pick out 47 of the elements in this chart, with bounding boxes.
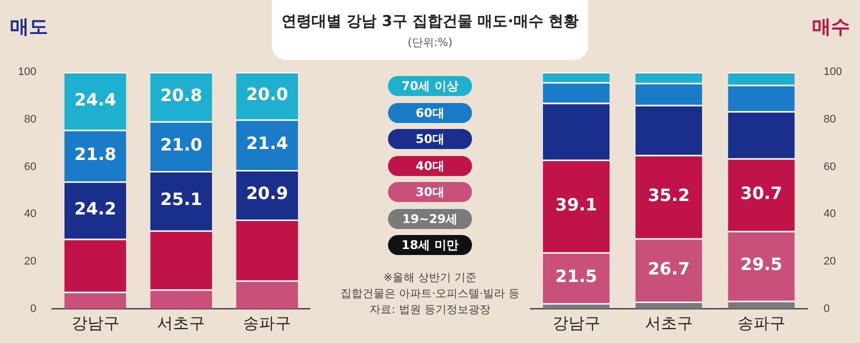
chart-title: 매도: [10, 15, 48, 40]
legend-label: 50대: [416, 132, 444, 146]
y-tick-label: 60: [24, 160, 36, 173]
x-tick-label: 강남구: [71, 314, 120, 333]
data-label: 20.8: [160, 86, 202, 106]
y-tick-label: 0: [824, 302, 830, 315]
text: 집합건물은 아파트·오피스텔·빌라 등: [340, 286, 520, 302]
x-tick-label: 송파구: [243, 314, 292, 333]
data-label: 21.4: [246, 134, 288, 154]
y-tick-label: 20: [824, 255, 836, 268]
legend-label: 18세 미만: [402, 238, 458, 252]
data-label: 29.5: [740, 255, 782, 276]
legend-label: 30대: [416, 185, 444, 199]
data-label: 24.4: [74, 90, 116, 110]
y-tick-label: 0: [30, 302, 36, 315]
text: (단위:%): [406, 35, 454, 50]
x-tick-label: 서초구: [644, 314, 693, 333]
y-tick-label: 40: [24, 208, 36, 220]
data-label: 35.2: [648, 186, 690, 206]
data-label: 24.2: [74, 199, 116, 220]
legend-label: 70세 이상: [402, 79, 458, 93]
y-tick-label: 20: [24, 255, 36, 268]
data-label: 30.7: [740, 184, 782, 204]
y-tick-label: 80: [24, 113, 36, 126]
x-tick-label: 강남구: [552, 314, 600, 333]
x-tick-label: 송파구: [737, 314, 786, 333]
text: 연령대별 강남 3구 집합건물 매도·매수 현황: [280, 12, 580, 31]
text: 자료: 법원 등기정보광장: [368, 302, 492, 318]
data-label: 20.9: [246, 184, 288, 204]
legend-label: 60대: [416, 106, 444, 120]
y-tick-label: 40: [824, 208, 836, 220]
legend-label: 40대: [416, 158, 444, 172]
y-tick-label: 100: [824, 66, 842, 78]
text: ※올해 상반기 기준: [382, 270, 478, 286]
data-label: 20.0: [246, 85, 288, 106]
y-tick-label: 60: [824, 160, 836, 173]
y-tick-label: 80: [824, 113, 836, 126]
x-tick-label: 서초구: [157, 314, 206, 333]
data-label: 21.5: [555, 267, 598, 288]
chart-title: 매수: [812, 15, 850, 40]
data-label: 26.7: [648, 259, 690, 280]
y-tick-label: 100: [18, 66, 36, 78]
data-label: 25.1: [160, 190, 202, 210]
data-label: 39.1: [555, 195, 598, 216]
data-label: 21.8: [74, 145, 116, 166]
data-label: 21.0: [160, 136, 202, 156]
legend-label: 19~29세: [402, 212, 458, 226]
